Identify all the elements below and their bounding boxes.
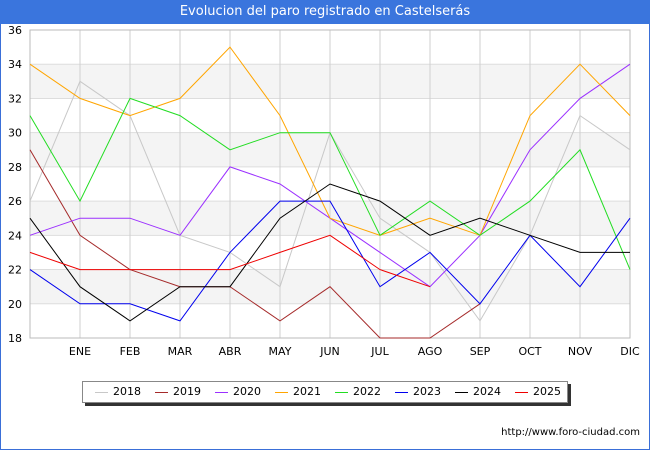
legend-swatch: [455, 392, 468, 393]
legend-swatch: [395, 392, 408, 393]
legend-label: 2023: [413, 385, 441, 398]
series-line-2025: [29, 234, 431, 288]
legend-swatch: [515, 392, 528, 393]
legend-label: 2020: [233, 385, 261, 398]
y-tick-label: 24: [8, 229, 22, 242]
x-tick-label: ABR: [219, 345, 242, 358]
legend-swatch: [275, 392, 288, 393]
y-axis-ticks: 18 20 22 24 26 28 30 32 34 36: [8, 24, 22, 345]
legend-label: 2024: [473, 385, 501, 398]
chart-title: Evolucion del paro registrado en Castels…: [0, 0, 650, 24]
y-tick-label: 18: [8, 332, 22, 345]
x-tick-label: NOV: [568, 345, 593, 358]
y-tick-label: 28: [8, 161, 22, 174]
legend-label: 2025: [533, 385, 561, 398]
y-tick-label: 20: [8, 298, 22, 311]
series-lines: [29, 46, 631, 339]
y-tick-label: 26: [8, 195, 22, 208]
legend-swatch: [155, 392, 168, 393]
series-line-2022: [29, 97, 631, 270]
legend-label: 2022: [353, 385, 381, 398]
x-tick-label: DIC: [620, 345, 640, 358]
y-tick-label: 30: [8, 127, 22, 140]
legend-swatch: [335, 392, 348, 393]
x-tick-label: JUL: [370, 345, 389, 358]
x-tick-label: OCT: [518, 345, 541, 358]
y-tick-label: 22: [8, 264, 22, 277]
x-axis-ticks: ENE FEB MAR ABR MAY JUN JUL AGO SEP OCT NOV DIC: [69, 345, 640, 358]
legend-label: 2021: [293, 385, 321, 398]
legend-label: 2019: [173, 385, 201, 398]
y-tick-label: 32: [8, 92, 22, 105]
series-line-2021: [29, 46, 631, 236]
y-tick-label: 34: [8, 58, 22, 71]
x-tick-label: MAR: [168, 345, 193, 358]
source-url: http://www.foro-ciudad.com: [501, 427, 640, 438]
plot-border: [29, 29, 631, 339]
x-tick-label: MAY: [269, 345, 292, 358]
x-tick-label: SEP: [470, 345, 491, 358]
series-line-2019: [29, 149, 481, 339]
series-line-2024: [29, 183, 630, 322]
legend-label: 2018: [113, 385, 141, 398]
x-tick-label: AGO: [418, 345, 443, 358]
y-tick-label: 36: [8, 24, 22, 37]
legend-swatch: [215, 392, 228, 393]
legend-swatch: [95, 392, 108, 393]
x-tick-label: ENE: [69, 345, 91, 358]
x-tick-label: FEB: [120, 345, 141, 358]
x-tick-label: JUN: [319, 345, 340, 358]
legend: 2018 2019 2020 2021 2022 2023 2024 2025: [82, 381, 568, 403]
